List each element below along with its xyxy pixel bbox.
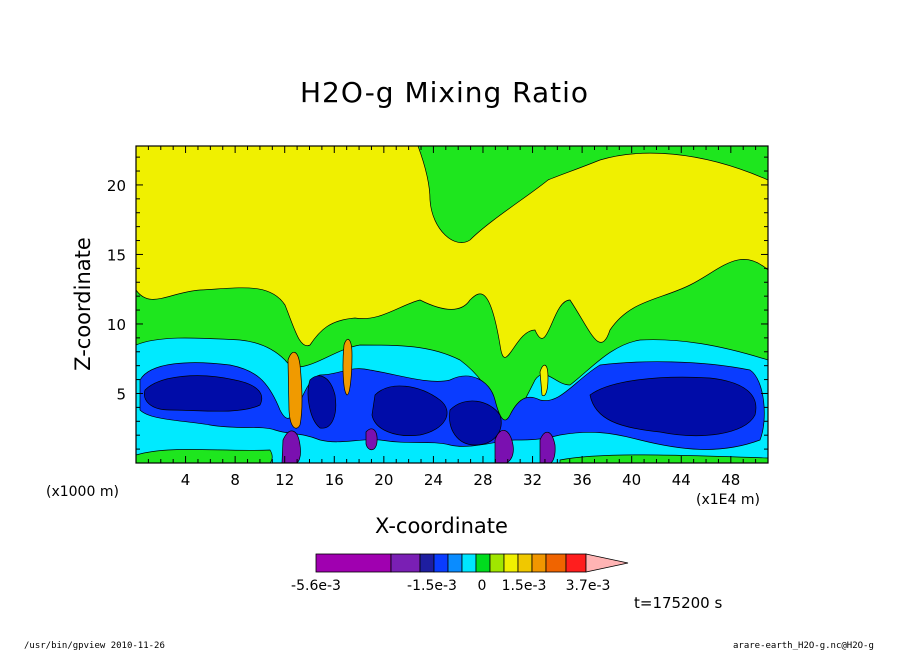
colorbar-segment <box>565 553 587 573</box>
contour-surface-green <box>136 449 273 463</box>
colorbar-segment <box>461 553 477 573</box>
contour-purple-4 <box>365 428 378 451</box>
x-tick-label: 40 <box>622 471 641 489</box>
colorbar-segment <box>390 553 421 573</box>
contour-navy-right <box>589 376 757 436</box>
colorbar-segment <box>489 553 505 573</box>
contour-navy-mid <box>371 385 448 436</box>
contour-orange-1 <box>287 352 303 429</box>
colorbar-segment <box>531 553 547 573</box>
y-tick-label: 20 <box>107 177 126 195</box>
plot-frame <box>135 145 769 464</box>
colorbar-label: -1.5e-3 <box>407 578 457 594</box>
contour-fields <box>136 146 768 463</box>
x-tick-label: 20 <box>374 471 393 489</box>
contour-green-top <box>417 146 768 243</box>
x-tick-label: 8 <box>230 471 240 489</box>
colorbar-segment <box>503 553 519 573</box>
x-tick-label: 36 <box>573 471 592 489</box>
x-tick-label: 32 <box>523 471 542 489</box>
y-tick-label: 15 <box>107 246 126 264</box>
colorbar: -5.6e-3 -1.5e-3 0 1.5e-3 3.7e-3 <box>291 553 629 594</box>
contour-orange-2 <box>342 338 353 396</box>
y-tick-label: 10 <box>107 316 126 334</box>
time-label: t=175200 s <box>634 594 723 612</box>
colorbar-label: -5.6e-3 <box>291 578 341 594</box>
x-tick-label: 4 <box>181 471 191 489</box>
colorbar-segment <box>545 553 567 573</box>
colorbar-label: 3.7e-3 <box>566 578 611 594</box>
x-unit-right: (x1E4 m) <box>696 492 760 508</box>
colorbar-segment <box>447 553 463 573</box>
colorbar-segment <box>315 553 392 573</box>
footer-left: /usr/bin/gpview 2010-11-26 <box>24 641 165 651</box>
colorbar-segment <box>517 553 533 573</box>
colorbar-extend-arrow <box>585 553 629 573</box>
colorbar-segment <box>475 553 491 573</box>
y-tick-label: 5 <box>116 385 126 403</box>
x-tick-label: 16 <box>325 471 344 489</box>
colorbar-segment <box>419 553 435 573</box>
x-tick-label: 28 <box>473 471 492 489</box>
x-tick-label: 48 <box>721 471 740 489</box>
x-tick-label: 44 <box>672 471 691 489</box>
x-tick-label: 24 <box>424 471 443 489</box>
footer-right: arare-earth_H2O-g.nc@H2O-g <box>733 641 874 651</box>
chart-title: H2O-g Mixing Ratio <box>300 76 590 109</box>
x-axis-label: X-coordinate <box>375 514 508 538</box>
y-axis-label: Z-coordinate <box>71 237 95 371</box>
colorbar-segment <box>433 553 449 573</box>
x-tick-label: 12 <box>275 471 294 489</box>
colorbar-label: 0 <box>478 578 487 594</box>
contour-navy-left <box>144 375 263 412</box>
colorbar-label: 1.5e-3 <box>502 578 547 594</box>
x-unit-left: (x1000 m) <box>46 484 119 500</box>
contour-navy-small <box>307 375 337 429</box>
contour-yellow-tower <box>539 364 549 397</box>
